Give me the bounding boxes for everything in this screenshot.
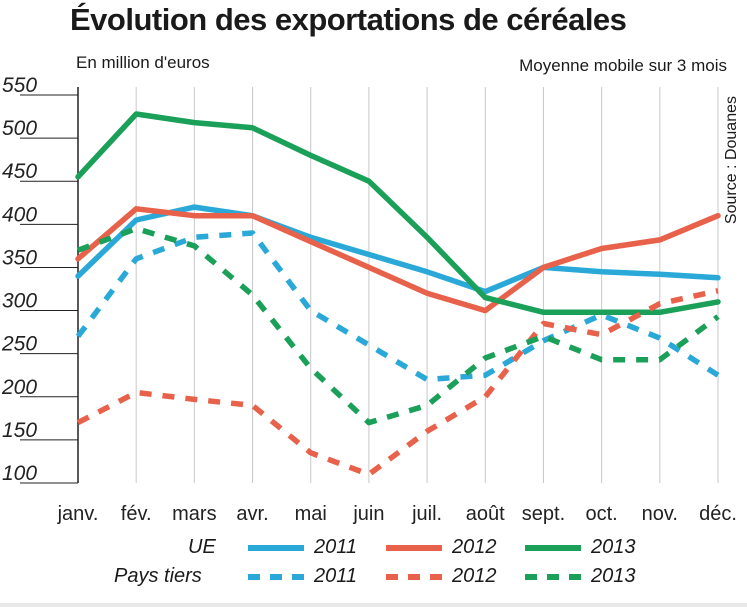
legend-year-pt-2011: 2011 <box>314 565 358 587</box>
y-tick-label-500: 500 <box>2 117 37 140</box>
y-tick-label-300: 300 <box>2 290 37 313</box>
y-tick-label-200: 200 <box>1 376 37 399</box>
x-tick-label-5: juin <box>352 503 384 525</box>
series-line-ue-2013 <box>75 111 721 316</box>
series-line-pays-tiers-2011 <box>75 230 720 383</box>
series-line-ue-2012 <box>75 206 721 314</box>
moving-average-note: Moyenne mobile sur 3 mois <box>519 56 727 75</box>
legend-year-ue-2011: 2011 <box>314 536 358 558</box>
y-tick-label-350: 350 <box>2 246 37 269</box>
x-tick-label-6: juil. <box>411 503 442 525</box>
x-tick-label-10: nov. <box>642 503 678 525</box>
legend-row2-label: Pays tiers <box>114 565 202 587</box>
legend-year-pt-2013: 2013 <box>591 565 636 587</box>
series-line-pays-tiers-2013 <box>77 225 720 426</box>
legend-year-ue-2012: 2012 <box>452 536 497 558</box>
y-tick-label-100: 100 <box>2 462 37 485</box>
y-tick-label-250: 250 <box>1 333 37 356</box>
unit-label: En million d'euros <box>76 53 210 72</box>
x-tick-label-11: déc. <box>699 503 737 525</box>
legend-year-pt-2012: 2012 <box>452 565 497 587</box>
x-tick-label-9: oct. <box>586 503 618 525</box>
bottom-divider <box>0 603 747 607</box>
y-tick-label-150: 150 <box>2 419 37 442</box>
x-tick-label-1: fév. <box>121 503 152 525</box>
x-tick-label-7: août <box>466 503 505 525</box>
legend-year-ue-2013: 2013 <box>591 536 636 558</box>
x-tick-label-3: avr. <box>236 503 268 525</box>
chart-title: Évolution des exportations de céréales <box>70 2 627 37</box>
x-tick-label-0: janv. <box>57 503 99 525</box>
y-tick-label-400: 400 <box>2 203 37 226</box>
x-tick-label-4: mai <box>295 503 327 525</box>
y-tick-label-550: 550 <box>2 74 37 97</box>
x-tick-label-2: mars <box>172 503 216 525</box>
series-line-pays-tiers-2012 <box>76 288 719 478</box>
series-line-ue-2011 <box>75 204 721 295</box>
legend-row1-label: UE <box>188 536 216 558</box>
x-tick-label-8: sept. <box>522 503 565 525</box>
y-tick-label-450: 450 <box>2 160 37 183</box>
